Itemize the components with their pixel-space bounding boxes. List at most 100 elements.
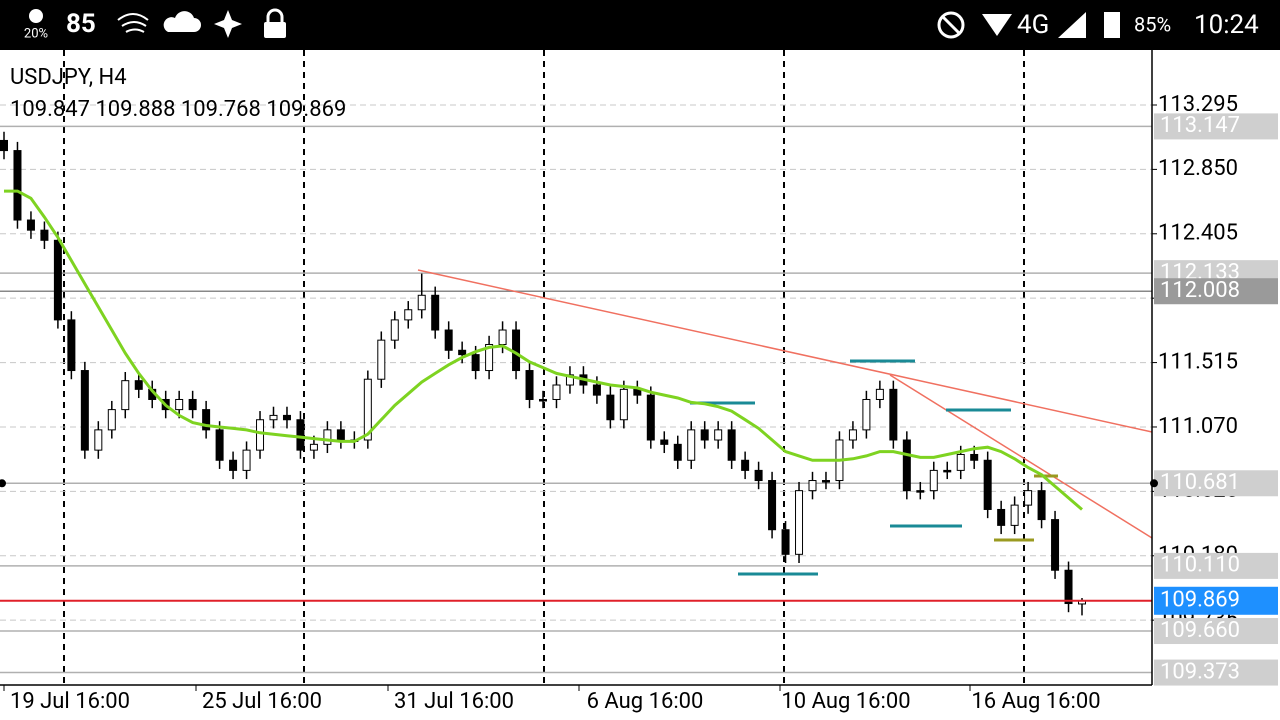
- candle-body: [242, 449, 251, 471]
- y-tick-label: 111.070: [1158, 414, 1238, 439]
- candle-body: [821, 480, 830, 483]
- current-price-label: 109.869: [1160, 588, 1240, 613]
- candle-body: [956, 453, 965, 471]
- candle-body: [929, 469, 938, 492]
- weather-icon: [29, 9, 43, 23]
- price-level-label: 109.373: [1160, 659, 1240, 684]
- y-tick-label: 113.295: [1158, 92, 1238, 117]
- cloud-icon: [163, 11, 201, 32]
- candle-body: [916, 490, 925, 493]
- x-tick-label: 6 Aug 16:00: [587, 689, 704, 714]
- axis: 113.295112.850112.405111.960111.515111.0…: [0, 50, 1278, 714]
- candle-body: [592, 384, 601, 396]
- candle-body: [40, 229, 49, 241]
- battery-icon: [1104, 12, 1120, 38]
- lock-shackle: [266, 8, 284, 22]
- candle-body: [970, 453, 979, 461]
- candle-body: [498, 329, 507, 345]
- candle-body: [727, 429, 736, 461]
- candle-body: [229, 459, 238, 471]
- candle-body: [296, 419, 305, 451]
- candle-body: [444, 329, 453, 351]
- clock: 10:24: [1194, 10, 1259, 40]
- candle-body: [673, 443, 682, 461]
- candle-body: [741, 459, 750, 471]
- candle-body: [687, 429, 696, 461]
- candle-body: [754, 469, 763, 482]
- candle-body: [646, 394, 655, 441]
- candle-body: [700, 429, 709, 441]
- price-level-box: [1154, 618, 1278, 645]
- status-bar: [0, 0, 1280, 50]
- candle-body: [53, 239, 62, 321]
- candle-body: [1064, 569, 1073, 605]
- temperature: 85: [66, 9, 96, 39]
- candle-body: [862, 398, 871, 431]
- candle-body: [997, 508, 1006, 526]
- price-level-box: [1154, 659, 1278, 686]
- candle-body: [768, 480, 777, 531]
- candle-body: [256, 419, 265, 451]
- crosshair-dot: [0, 479, 6, 488]
- drawings: [0, 189, 1153, 602]
- price-level-label: 112.008: [1160, 278, 1240, 303]
- x-tick-label: 16 Aug 16:00: [971, 689, 1100, 714]
- plot: [0, 50, 1152, 685]
- candle-body: [107, 409, 116, 431]
- price-level-box: [1154, 278, 1278, 305]
- candle-body: [660, 439, 669, 445]
- candle-body: [188, 398, 197, 411]
- sync-icon: [214, 10, 242, 38]
- price-level-label: 109.660: [1160, 618, 1240, 643]
- dnd-icon: [937, 11, 965, 39]
- candle-body: [134, 380, 143, 390]
- x-tick-label: 10 Aug 16:00: [781, 689, 910, 714]
- ohlc-readout: 109.847 109.888 109.768 109.869: [10, 97, 346, 122]
- candle-body: [606, 394, 615, 421]
- y-tick-label: 111.515: [1158, 349, 1238, 374]
- candle-body: [539, 398, 547, 402]
- wifi-icon: [982, 14, 1012, 36]
- candle-body: [282, 414, 291, 421]
- candle-body: [875, 388, 884, 400]
- candle-body: [471, 354, 480, 372]
- trendline: [417, 269, 1153, 433]
- candle-body: [1051, 519, 1060, 571]
- candle-body: [619, 388, 628, 421]
- candle-body: [902, 439, 911, 492]
- price-level-box: [1154, 470, 1278, 497]
- candle-body: [781, 529, 790, 555]
- chart-title: USDJPY, H4: [10, 65, 127, 90]
- period-separators: [63, 50, 1025, 685]
- app-icon: [117, 13, 149, 33]
- x-tick-label: 31 Jul 16:00: [394, 689, 514, 714]
- price-level-box: [1154, 113, 1278, 140]
- lock-icon: [264, 22, 286, 38]
- candle-body: [1010, 504, 1019, 526]
- candle-body: [458, 349, 467, 356]
- candle-body: [983, 459, 992, 510]
- candle-body: [714, 429, 723, 441]
- candle-body: [552, 384, 561, 400]
- candle-body: [1024, 490, 1033, 506]
- weather-pct: 20%: [24, 26, 48, 41]
- signal-icon: [1058, 12, 1086, 38]
- candle-body: [336, 429, 345, 441]
- candle-body: [67, 319, 76, 372]
- candle-body: [363, 378, 372, 441]
- current-price-box: [1154, 586, 1278, 615]
- candle-body: [309, 443, 318, 451]
- candle-body: [943, 469, 952, 473]
- moving-average: [4, 189, 1083, 511]
- x-tick-label: 19 Jul 16:00: [10, 689, 130, 714]
- candle-body: [215, 429, 224, 461]
- candle-body: [795, 490, 804, 555]
- candle-body: [80, 370, 89, 451]
- x-tick-label: 25 Jul 16:00: [202, 689, 322, 714]
- dnd-slash: [941, 15, 961, 35]
- y-tick-label: 112.405: [1158, 221, 1238, 246]
- candle-body: [121, 380, 130, 411]
- price-level-label: 110.681: [1160, 470, 1240, 495]
